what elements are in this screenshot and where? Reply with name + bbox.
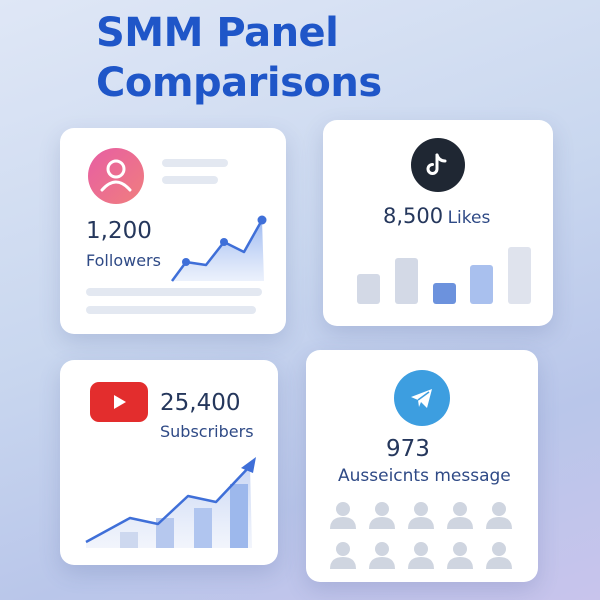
likes-count: 8,500 [383, 204, 444, 228]
audience-card[interactable]: 973 Ausseicnts message [306, 350, 538, 582]
telegram-paper-plane-icon [394, 370, 450, 426]
likes-bar [433, 283, 456, 304]
audience-avatar-icon [328, 540, 358, 570]
page-title-line-2: Comparisons [96, 60, 382, 106]
audience-avatar-icon [484, 500, 514, 530]
audience-avatar-icon [445, 540, 475, 570]
audience-label: Ausseicnts message [338, 466, 511, 486]
audience-avatar-icon [367, 540, 397, 570]
audience-avatar-icon [328, 500, 358, 530]
subscribers-card[interactable]: 25,400 Subscribers [60, 360, 278, 565]
chart-bar [230, 484, 248, 548]
followers-count: 1,200 [86, 218, 152, 244]
audience-count: 973 [386, 436, 430, 462]
tiktok-icon [411, 138, 465, 192]
youtube-play-icon [90, 382, 148, 422]
subscribers-label: Subscribers [160, 422, 254, 441]
chart-bar [194, 508, 212, 548]
subscribers-count: 25,400 [160, 390, 241, 416]
likes-label: Likes [447, 208, 491, 228]
chart-bar [156, 518, 174, 548]
audience-avatar-icon [367, 500, 397, 530]
followers-label: Followers [86, 251, 161, 270]
chart-bar [120, 532, 138, 548]
likes-card[interactable]: 8,500 Likes [323, 120, 553, 326]
placeholder-line [162, 176, 218, 184]
user-profile-icon [88, 148, 144, 204]
likes-bar [357, 274, 380, 304]
followers-card[interactable]: 1,200 Followers [60, 128, 286, 334]
likes-bar [508, 247, 531, 304]
likes-bar-chart [323, 120, 553, 326]
likes-bar [470, 265, 493, 304]
likes-bar [395, 258, 418, 304]
audience-avatar-icon [406, 540, 436, 570]
placeholder-line [86, 288, 262, 296]
placeholder-line [86, 306, 256, 314]
audience-avatar-icon [406, 500, 436, 530]
subscribers-growth-chart [85, 457, 256, 548]
followers-trend-chart [170, 215, 267, 282]
placeholder-line [162, 159, 228, 167]
page-title: SMM Panel Comparisons [96, 8, 382, 108]
audience-avatar-icon [484, 540, 514, 570]
audience-avatar-grid [306, 350, 538, 582]
page-title-line-1: SMM Panel [96, 10, 339, 56]
audience-avatar-icon [445, 500, 475, 530]
likes-stat: 8,500 Likes [383, 204, 490, 228]
